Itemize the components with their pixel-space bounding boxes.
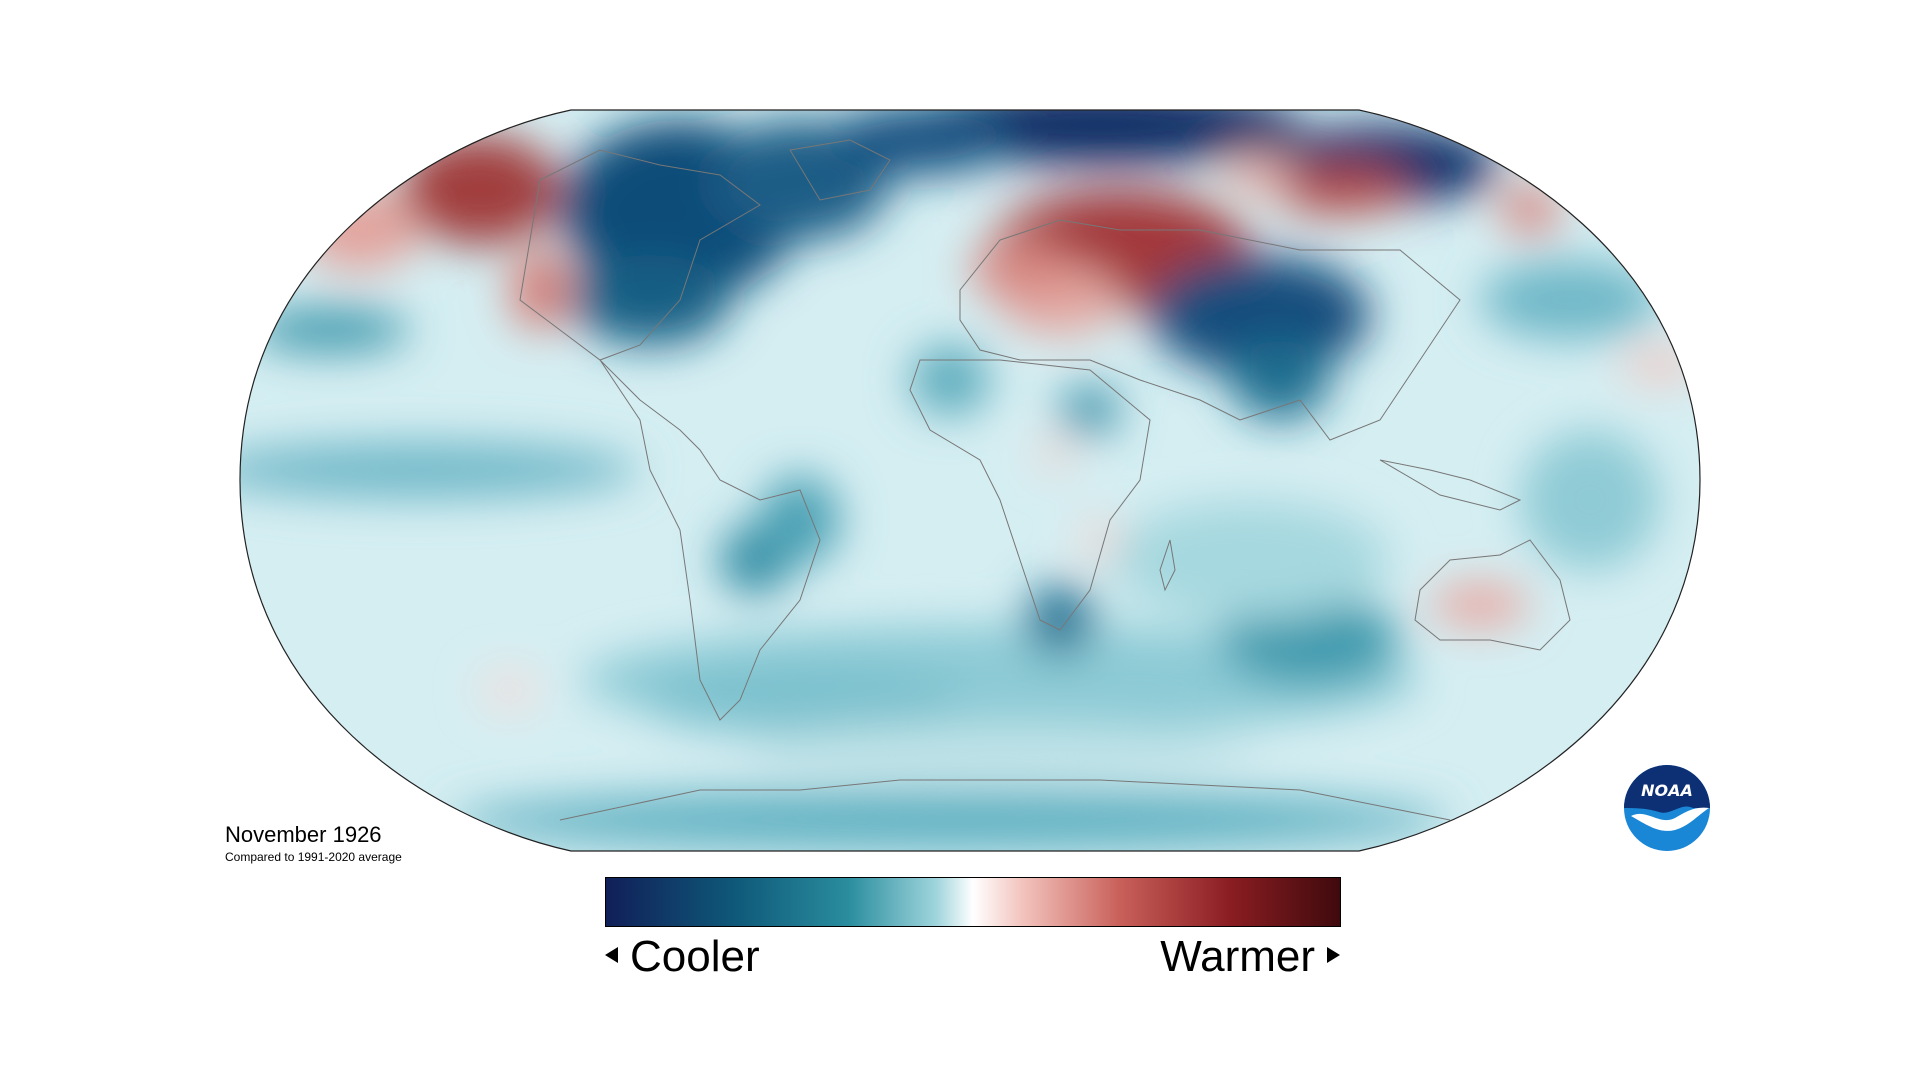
continent-outlines (519, 139, 1571, 821)
triangle-left-icon (605, 947, 618, 964)
color-scale-bar (605, 877, 1341, 927)
svg-text:NOAA: NOAA (1641, 781, 1693, 800)
triangle-right-icon (1327, 947, 1340, 964)
warmer-label: Warmer (1160, 930, 1340, 984)
anomaly-field (240, 110, 1700, 851)
noaa-logo: NOAA (1624, 765, 1710, 851)
map-title: November 1926 (225, 822, 382, 847)
map-subtitle: Compared to 1991-2020 average (225, 850, 402, 864)
globe-outline (239, 109, 1701, 852)
cooler-label: Cooler (605, 930, 760, 984)
